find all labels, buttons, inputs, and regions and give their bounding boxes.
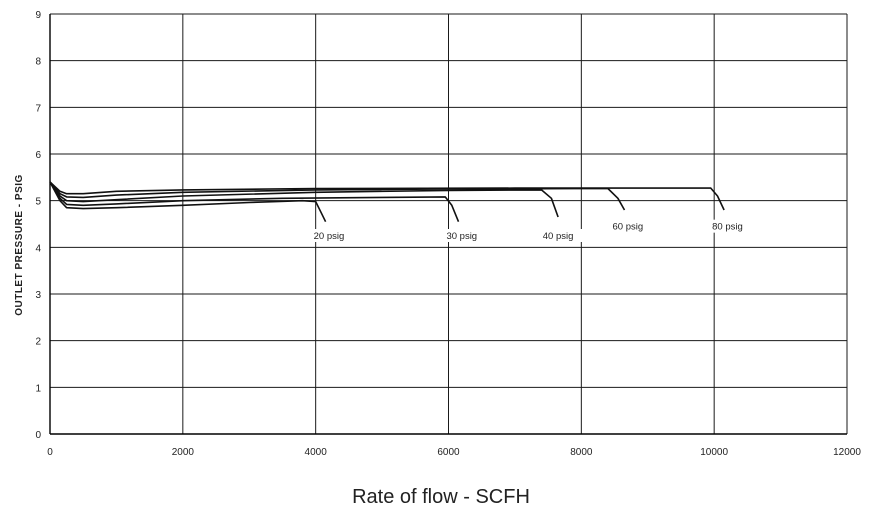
y-tick-label: 9 <box>35 10 41 21</box>
x-tick-label: 0 <box>47 447 53 458</box>
y-tick-label: 8 <box>35 57 41 68</box>
annotation-backing <box>303 229 355 242</box>
annotation-backing <box>532 229 584 242</box>
y-tick-label: 0 <box>35 430 41 441</box>
curve-label: 30 psig <box>446 231 477 242</box>
curve-label: 80 psig <box>712 222 743 233</box>
annotation-backing <box>602 219 654 233</box>
x-tick-label: 12000 <box>833 447 861 458</box>
curve-label: 40 psig <box>543 231 574 242</box>
x-tick-label: 10000 <box>700 447 728 458</box>
annotation-backing <box>436 229 488 242</box>
x-axis-label: Rate of flow - SCFH <box>352 486 530 508</box>
series-line-30-psig <box>49 181 460 223</box>
series-line-80-psig <box>49 181 725 211</box>
y-tick-label: 6 <box>35 150 41 161</box>
x-tick-label: 8000 <box>570 447 593 458</box>
x-tick-label: 4000 <box>305 447 328 458</box>
annotation-backing <box>701 219 754 233</box>
annotations-group: 20 psig 30 psig 40 psig 60 psig 80 psig <box>303 219 754 242</box>
y-tick-label: 7 <box>35 103 41 114</box>
y-tick-label: 3 <box>35 290 41 301</box>
y-tick-label: 1 <box>35 383 41 394</box>
x-tick-label: 2000 <box>172 447 195 458</box>
series-line-40-psig <box>49 181 559 218</box>
tick-labels: 0 1 2 3 4 5 6 7 8 9 0 2000 4000 6000 8000 10000 12000 <box>35 10 861 458</box>
x-tick-label: 6000 <box>437 447 460 458</box>
curve-label: 60 psig <box>613 222 644 233</box>
y-tick-label: 4 <box>35 243 41 254</box>
series-line-60-psig <box>49 181 626 211</box>
y-tick-label: 2 <box>35 337 41 348</box>
curve-label: 20 psig <box>314 231 345 242</box>
series-line-20-psig <box>49 181 327 223</box>
y-axis-label: OUTLET PRESSURE - PSIG <box>14 174 25 316</box>
series-group <box>49 181 725 223</box>
y-tick-label: 5 <box>35 197 41 208</box>
